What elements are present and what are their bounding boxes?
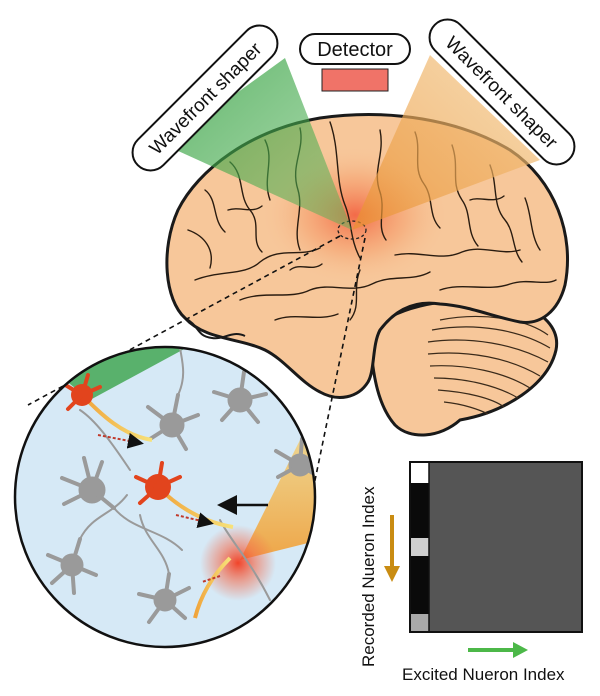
y-axis-label: Recorded Nueron Index <box>359 486 378 667</box>
wavefront-shaper-left-box <box>131 24 279 172</box>
active-neurons <box>60 373 234 619</box>
detector-sensor <box>321 68 389 92</box>
zoom-line-right <box>312 237 366 491</box>
detector-label: Detector <box>317 39 393 61</box>
zoom-green-beam <box>40 347 210 400</box>
wavefront-shaper-right-box <box>428 18 576 166</box>
x-axis-label: Excited Nueron Index <box>402 665 565 684</box>
green-beam <box>165 58 352 230</box>
zoom-hotspot <box>200 525 276 601</box>
transmission-matrix: Recorded Nueron Index Excited Nueron Ind… <box>359 461 583 684</box>
zoom-border <box>13 345 317 649</box>
zoom-inset <box>13 345 317 649</box>
orange-beam <box>352 55 540 230</box>
detector-label-box <box>299 33 411 65</box>
y-axis-arrow-head <box>384 566 400 582</box>
matrix-cell <box>411 614 429 631</box>
temporal-tip <box>184 317 246 340</box>
detector: Detector <box>299 33 411 92</box>
matrix-cell <box>411 463 429 483</box>
focus-marker <box>337 220 367 240</box>
neuron-icon <box>46 347 315 624</box>
matrix-cell <box>411 556 429 614</box>
matrix-cell <box>411 483 429 538</box>
x-axis-arrow-head <box>513 642 528 658</box>
matrix-field <box>409 461 583 633</box>
matrix-cell <box>411 538 429 556</box>
